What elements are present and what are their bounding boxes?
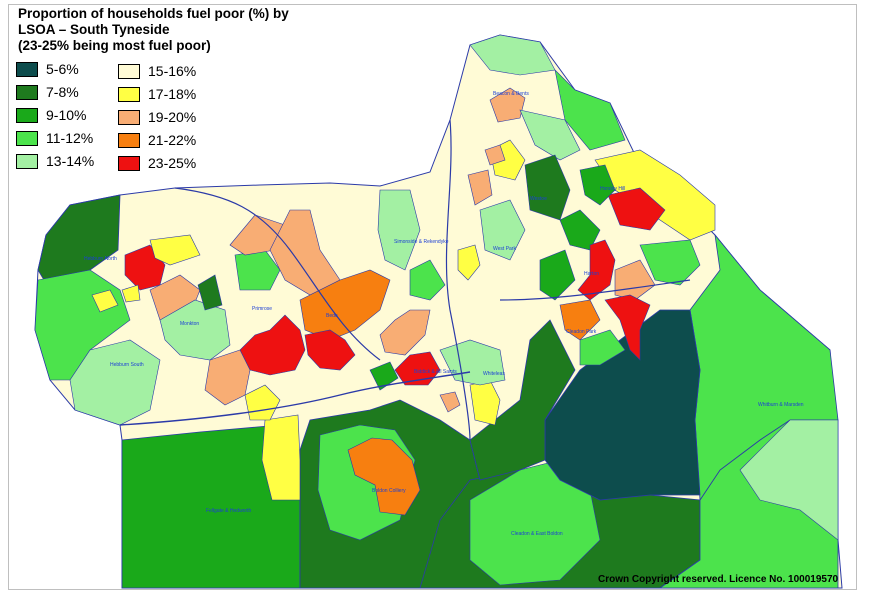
- map-title: Proportion of households fuel poor (%) b…: [18, 6, 318, 54]
- lsoa-westoe-green-2: [559, 209, 601, 251]
- lsoa-horsley-red: [607, 187, 666, 231]
- lsoa-bede-orange-pale: [269, 209, 341, 296]
- label-simonside: Simonside & Rekendyke: [394, 239, 449, 245]
- label-west-park: West Park: [493, 246, 516, 252]
- lsoa-cleadon-east-boldon: [469, 459, 601, 586]
- copyright-notice: Crown Copyright reserved. Licence No. 10…: [598, 574, 839, 585]
- legend-item-7-8: 7-8%: [16, 82, 79, 102]
- legend-item-13-14: 13-14%: [16, 151, 94, 171]
- label-harton: Harton: [584, 271, 599, 277]
- legend-label: 11-12%: [46, 130, 94, 146]
- road-east: [499, 279, 691, 301]
- lsoa-hebburn-yellow-small: [91, 289, 119, 313]
- legend-swatch: [16, 61, 38, 77]
- legend-label: 19-20%: [148, 109, 197, 125]
- road-north-south: [445, 119, 471, 441]
- lsoa-hebburn-south-pale: [69, 339, 161, 426]
- lsoa-boldon-colliery: [347, 437, 421, 516]
- label-whiteleas: Whiteleas: [483, 371, 505, 377]
- legend-label: 7-8%: [46, 84, 79, 100]
- legend-swatch: [118, 109, 140, 125]
- lsoa-monkton-dark: [197, 274, 223, 311]
- legend-item-5-6: 5-6%: [16, 59, 79, 79]
- label-westoe: Westoe: [530, 196, 547, 202]
- label-beacon-bents: Beacon & Bents: [493, 91, 529, 97]
- legend-label: 21-22%: [148, 132, 197, 148]
- lsoa-west-park-yellow: [457, 244, 481, 281]
- label-whitburn: Whitburn & Marsden: [758, 402, 804, 408]
- lsoa-teal-5-6: [544, 309, 701, 501]
- legend-item-19-20: 19-20%: [118, 107, 196, 127]
- legend-swatch: [16, 107, 38, 123]
- lsoa-west-park-green: [479, 199, 526, 261]
- label-fellgate: Fellgate & Hedworth: [206, 508, 252, 514]
- lsoa-harton-dark-green: [539, 249, 576, 301]
- lsoa-cleadon-park-red: [604, 294, 651, 361]
- legend-swatch: [16, 130, 38, 146]
- legend-label: 15-16%: [148, 63, 197, 79]
- road-a185: [174, 187, 381, 361]
- legend-item-15-16: 15-16%: [118, 61, 196, 81]
- lsoa-biddick-green-dark: [369, 361, 399, 391]
- lsoa-cleadon-park-green: [579, 329, 626, 366]
- legend-swatch: [118, 155, 140, 171]
- legend-item-11-12: 11-12%: [16, 128, 93, 148]
- legend-swatch: [118, 86, 140, 102]
- lsoa-north-orange-4: [484, 144, 506, 166]
- lsoa-central-orange-small: [439, 391, 461, 413]
- lsoa-monkton-pale: [159, 299, 231, 361]
- lsoa-north-pale-green-2: [519, 109, 581, 161]
- legend-label: 13-14%: [46, 153, 95, 169]
- lsoa-whitburn-pale: [739, 419, 839, 541]
- lsoa-hebburn-yellow-small-2: [121, 284, 141, 303]
- lsoa-harton-green: [639, 239, 701, 286]
- label-biddick: Biddick & All Saints: [414, 369, 457, 375]
- lsoa-dark-green-mid: [469, 319, 576, 481]
- legend: 5-6% 7-8% 9-10% 11-12% 13-14% 15-16% 17-…: [16, 59, 246, 179]
- lsoa-biddick-red: [394, 351, 441, 386]
- lsoa-central-green-mid: [409, 259, 446, 301]
- title-line-1: Proportion of households fuel poor (%) b…: [18, 6, 289, 21]
- legend-swatch: [16, 153, 38, 169]
- title-line-2: LSOA – South Tyneside: [18, 22, 170, 37]
- legend-item-17-18: 17-18%: [118, 84, 196, 104]
- legend-label: 17-18%: [148, 86, 197, 102]
- legend-label: 9-10%: [46, 107, 87, 123]
- legend-item-23-25: 23-25%: [118, 153, 196, 173]
- label-cleadon-park: Cleadon Park: [566, 329, 597, 335]
- lsoa-north-orange-3: [467, 169, 493, 206]
- legend-label: 23-25%: [148, 155, 197, 171]
- legend-swatch: [16, 84, 38, 100]
- legend-swatch: [118, 63, 140, 79]
- lsoa-central-green-pale-1: [377, 189, 421, 271]
- road-a194: [119, 371, 471, 426]
- lsoa-yellow-south-west: [261, 414, 301, 501]
- label-hebburn-south: Hebburn South: [110, 362, 144, 368]
- lsoa-hebburn-north-west-dark: [37, 194, 121, 291]
- legend-item-21-22: 21-22%: [118, 130, 196, 150]
- legend-label: 5-6%: [46, 61, 79, 77]
- lsoa-cleadon-park-orange: [559, 299, 601, 341]
- lsoa-westoe-dark: [524, 154, 571, 221]
- legend-item-9-10: 9-10%: [16, 105, 86, 125]
- label-horsley-hill: Horsley Hill: [600, 186, 625, 192]
- lsoa-beacon-orange: [489, 87, 526, 123]
- lsoa-horsley-green-dark: [579, 164, 616, 206]
- lsoa-primrose-red: [239, 314, 306, 376]
- lsoa-simonside-orange: [379, 309, 431, 356]
- label-bede: Bede: [326, 313, 338, 319]
- label-monkton: Monkton: [180, 321, 199, 327]
- lsoa-bede-red: [304, 329, 356, 371]
- title-line-3: (23-25% being most fuel poor): [18, 38, 211, 53]
- legend-swatch: [118, 132, 140, 148]
- label-boldon-colliery: Boldon Colliery: [372, 488, 406, 494]
- lsoa-hebburn-yellow: [149, 234, 201, 266]
- label-primrose: Primrose: [252, 306, 272, 312]
- label-hebburn-north: Hebburn North: [84, 256, 117, 262]
- label-cleadon-east-boldon: Cleadon & East Boldon: [511, 531, 563, 537]
